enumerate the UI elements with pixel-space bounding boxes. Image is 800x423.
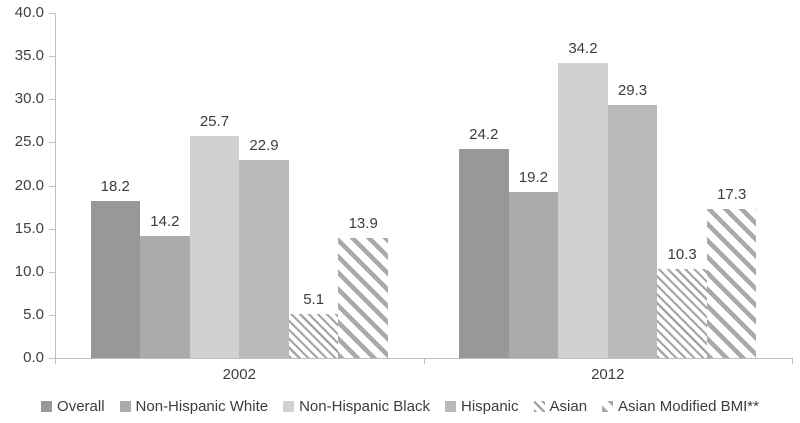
y-axis-tick <box>49 56 55 58</box>
y-axis-tick <box>49 271 55 273</box>
bar-value-label: 13.9 <box>348 215 378 233</box>
bar-hispanic-2002 <box>239 160 289 358</box>
y-axis-tick <box>49 142 55 144</box>
bar-non-hispanic-black-2002 <box>189 136 240 358</box>
bar-asian-modified-bmi-2012 <box>706 208 757 358</box>
bar-value-label: 25.7 <box>199 113 230 131</box>
bar-asian-2012 <box>657 269 707 358</box>
bar-value-label: 19.2 <box>518 169 548 187</box>
y-axis-tick-label: 25.0 <box>14 133 44 151</box>
y-axis-tick-label: 0.0 <box>23 349 44 366</box>
y-axis-tick <box>49 314 55 316</box>
y-axis-tick <box>49 358 55 359</box>
x-category-label: 2002 <box>222 366 256 383</box>
y-axis-tick-label: 35.0 <box>14 47 44 65</box>
bar-hispanic-2012 <box>607 105 658 358</box>
bar-value-label: 10.3 <box>667 246 697 264</box>
bar-value-label: 18.2 <box>100 178 130 196</box>
legend-label: Asian Modified BMI** <box>618 397 759 415</box>
legend-item-overall: Overall <box>41 398 105 415</box>
legend: Overall Non-Hispanic White Non-Hispanic Bl… <box>0 396 800 416</box>
bar-asian-modified-bmi-2002 <box>338 238 388 358</box>
y-axis-tick <box>49 228 55 230</box>
x-axis-tick <box>792 358 793 364</box>
y-axis-tick <box>49 13 55 14</box>
legend-item-asian-modified-bmi: Asian Modified BMI** <box>602 398 759 415</box>
bar-non-hispanic-black-2012 <box>558 63 608 358</box>
legend-item-non-hispanic-black: Non-Hispanic Black <box>283 398 430 415</box>
y-axis-tick-label: 15.0 <box>14 219 44 237</box>
bar-asian-2002 <box>288 314 339 358</box>
legend-swatch-overall <box>41 400 53 412</box>
legend-label: Non-Hispanic White <box>135 397 269 415</box>
legend-swatch-non-hispanic-black <box>283 400 295 412</box>
y-axis-tick-label: 20.0 <box>14 176 44 194</box>
bar-value-label: 14.2 <box>150 212 180 230</box>
y-axis-tick-label: 5.0 <box>23 305 44 323</box>
legend-item-asian: Asian <box>533 397 588 415</box>
legend-swatch-non-hispanic-white <box>119 400 131 412</box>
x-axis-tick <box>423 358 425 364</box>
y-axis-tick <box>49 99 55 101</box>
legend-item-non-hispanic-white: Non-Hispanic White <box>119 397 269 415</box>
legend-label: Non-Hispanic Black <box>299 397 430 415</box>
legend-swatch-asian-modified-bmi <box>602 400 614 412</box>
legend-swatch-asian <box>533 400 545 412</box>
legend-label: Asian <box>549 397 588 415</box>
legend-label: Hispanic <box>460 397 519 415</box>
bar-non-hispanic-white-2002 <box>140 235 190 358</box>
bar-value-label: 22.9 <box>249 137 279 155</box>
bar-value-label: 34.2 <box>568 40 598 58</box>
bar-value-label: 24.2 <box>469 126 499 144</box>
legend-item-hispanic: Hispanic <box>444 397 519 415</box>
legend-label: Overall <box>57 397 105 415</box>
y-axis-tick-label: 10.0 <box>14 262 44 280</box>
y-axis-line <box>55 13 56 364</box>
bar-overall-2012 <box>459 149 509 358</box>
y-axis-tick-label: 30.0 <box>14 90 44 108</box>
y-axis-tick <box>49 185 55 187</box>
legend-swatch-hispanic <box>444 400 456 412</box>
bar-overall-2002 <box>90 201 141 358</box>
bar-non-hispanic-white-2012 <box>508 192 559 358</box>
bar-value-label: 29.3 <box>617 82 648 100</box>
y-axis-tick-label: 40.0 <box>14 4 44 21</box>
bar-value-label: 17.3 <box>717 185 747 203</box>
bar-value-label: 5.1 <box>303 291 325 308</box>
x-category-label: 2012 <box>591 366 625 383</box>
